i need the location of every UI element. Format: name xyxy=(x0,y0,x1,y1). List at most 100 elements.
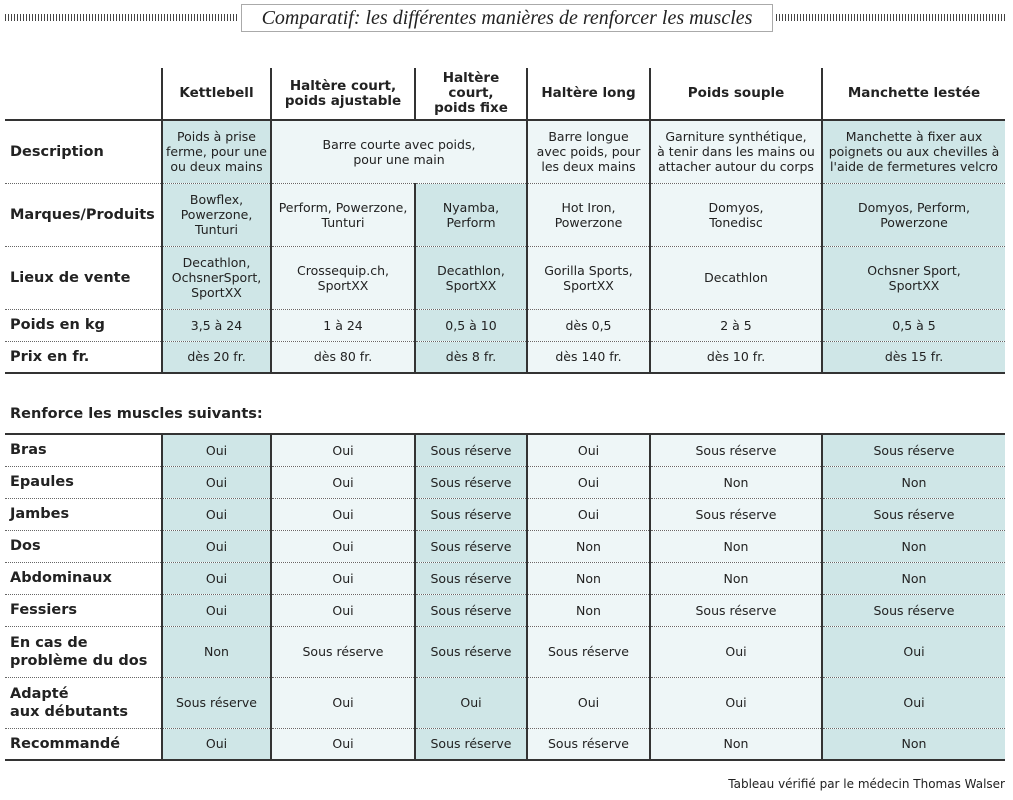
cell: Non xyxy=(526,530,650,563)
row-label: Epaules xyxy=(5,466,162,499)
cell: Non xyxy=(161,626,271,678)
muscle-row: Bras Oui Oui Sous réserve Oui Sous réserve Sou… xyxy=(5,433,1005,467)
row-label: Description xyxy=(5,120,162,184)
cell: Non xyxy=(821,728,1005,761)
muscle-row: Adapté aux débutants Sous réserve Oui Oui Ou… xyxy=(5,677,1005,729)
cell: Barre longue avec poids, pour les deux m… xyxy=(526,120,650,184)
cell: Decathlon, SportXX xyxy=(414,246,527,310)
cell: dès 10 fr. xyxy=(649,341,822,374)
muscle-row: Dos Oui Oui Sous réserve Non Non Non xyxy=(5,530,1005,563)
column-header: Haltère court, poids fixe xyxy=(414,68,527,121)
cell: Gorilla Sports, SportXX xyxy=(526,246,650,310)
cell: Sous réserve xyxy=(270,626,415,678)
cell: 1 à 24 xyxy=(270,309,415,342)
column-header: Manchette lestée xyxy=(821,68,1005,121)
muscle-row: Fessiers Oui Oui Sous réserve Non Sous réserv… xyxy=(5,594,1005,627)
cell: Oui xyxy=(270,562,415,595)
cell: Oui xyxy=(649,626,822,678)
cell: Oui xyxy=(649,677,822,729)
cell: Domyos, Tonedisc xyxy=(649,183,822,247)
cell: Crossequip.ch, SportXX xyxy=(270,246,415,310)
cell: Sous réserve xyxy=(414,594,527,627)
cell: Oui xyxy=(270,728,415,761)
column-header: Haltère court, poids ajustable xyxy=(270,68,415,121)
cell: Sous réserve xyxy=(414,530,527,563)
cell: Ochsner Sport, SportXX xyxy=(821,246,1005,310)
cell: Hot Iron, Powerzone xyxy=(526,183,650,247)
cell: Non xyxy=(526,594,650,627)
cell: Sous réserve xyxy=(414,562,527,595)
cell: Oui xyxy=(821,626,1005,678)
row-label: Adapté aux débutants xyxy=(5,677,162,729)
row-label: Bras xyxy=(5,433,162,467)
cell: Oui xyxy=(821,677,1005,729)
cell: dès 140 fr. xyxy=(526,341,650,374)
column-header: Poids souple xyxy=(649,68,822,121)
cell: Bowflex, Powerzone, Tunturi xyxy=(161,183,271,247)
cell: Sous réserve xyxy=(161,677,271,729)
corner xyxy=(5,68,162,121)
cell: Decathlon xyxy=(649,246,822,310)
cell: Sous réserve xyxy=(649,594,822,627)
title-rule xyxy=(776,14,1005,21)
cell: Sous réserve xyxy=(414,466,527,499)
cell: Manchette à fixer aux poignets ou aux ch… xyxy=(821,120,1005,184)
cell: Oui xyxy=(161,728,271,761)
cell: Non xyxy=(821,466,1005,499)
cell: Non xyxy=(649,466,822,499)
cell: dès 0,5 xyxy=(526,309,650,342)
cell: Oui xyxy=(161,562,271,595)
cell: dès 20 fr. xyxy=(161,341,271,374)
cell: Oui xyxy=(161,530,271,563)
cell: Oui xyxy=(161,466,271,499)
cell: dès 15 fr. xyxy=(821,341,1005,374)
cell: Sous réserve xyxy=(526,728,650,761)
column-header: Kettlebell xyxy=(161,68,271,121)
row-label: Marques/Produits xyxy=(5,183,162,247)
cell: Oui xyxy=(526,466,650,499)
cell: Oui xyxy=(270,530,415,563)
muscle-row: En cas de problème du dos Non Sous réserve… xyxy=(5,626,1005,678)
cell: Non xyxy=(649,728,822,761)
cell: Perform, Powerzone, Tunturi xyxy=(270,183,415,247)
cell: 0,5 à 10 xyxy=(414,309,527,342)
cell: Sous réserve xyxy=(414,728,527,761)
column-header: Haltère long xyxy=(526,68,650,121)
row-label: Recommandé xyxy=(5,728,162,761)
cell: Oui xyxy=(161,498,271,531)
cell: Oui xyxy=(270,466,415,499)
row-label: Jambes xyxy=(5,498,162,531)
muscle-row: Epaules Oui Oui Sous réserve Oui Non Non xyxy=(5,466,1005,499)
row-label: Prix en fr. xyxy=(5,341,162,374)
cell: Oui xyxy=(161,433,271,467)
cell: Garniture synthétique, à tenir dans les … xyxy=(649,120,822,184)
cell: 0,5 à 5 xyxy=(821,309,1005,342)
info-table: Kettlebell Haltère court, poids ajustabl… xyxy=(5,68,1005,374)
row-label: Lieux de vente xyxy=(5,246,162,310)
muscle-row: Recommandé Oui Oui Sous réserve Sous réserve… xyxy=(5,728,1005,761)
cell: Sous réserve xyxy=(526,626,650,678)
cell: Oui xyxy=(414,677,527,729)
cell: Oui xyxy=(161,594,271,627)
cell: Oui xyxy=(526,433,650,467)
cell: Non xyxy=(649,530,822,563)
cell: Sous réserve xyxy=(649,498,822,531)
cell: Nyamba, Perform xyxy=(414,183,527,247)
section-heading: Renforce les muscles suivants: xyxy=(10,406,263,422)
cell: Oui xyxy=(270,433,415,467)
muscle-row: Jambes Oui Oui Sous réserve Oui Sous réserve S… xyxy=(5,498,1005,531)
cell: 3,5 à 24 xyxy=(161,309,271,342)
cell: Sous réserve xyxy=(414,433,527,467)
cell: Non xyxy=(526,562,650,595)
cell: dès 80 fr. xyxy=(270,341,415,374)
row-label: En cas de problème du dos xyxy=(5,626,162,678)
cell: Oui xyxy=(526,677,650,729)
cell: Oui xyxy=(526,498,650,531)
cell: 2 à 5 xyxy=(649,309,822,342)
row-label: Dos xyxy=(5,530,162,563)
cell: Sous réserve xyxy=(414,626,527,678)
cell: Non xyxy=(821,530,1005,563)
cell: Sous réserve xyxy=(821,433,1005,467)
row-label: Fessiers xyxy=(5,594,162,627)
cell: Domyos, Perform, Powerzone xyxy=(821,183,1005,247)
